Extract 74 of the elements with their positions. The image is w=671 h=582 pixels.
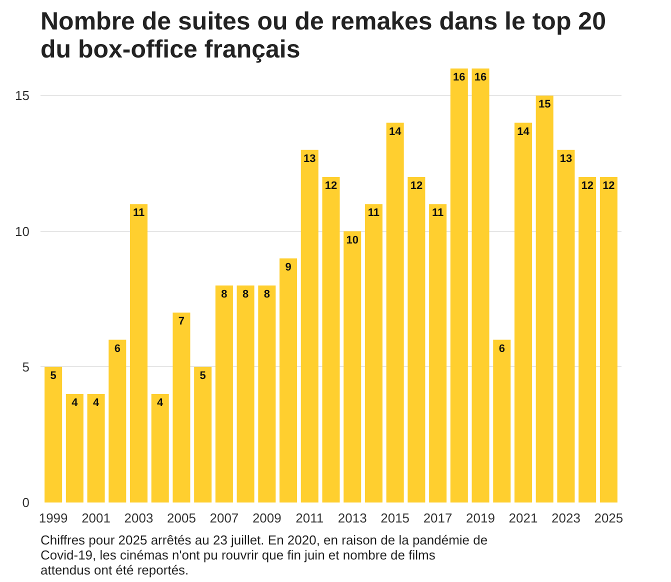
bar xyxy=(258,286,276,502)
data-label: 8 xyxy=(221,288,228,300)
x-tick-label: 2007 xyxy=(210,510,239,526)
x-tick-label: 2023 xyxy=(552,510,580,526)
data-label: 11 xyxy=(132,207,145,220)
data-label: 4 xyxy=(157,397,164,409)
bar xyxy=(87,394,105,502)
data-label: 16 xyxy=(453,72,466,84)
x-tick-label: 2011 xyxy=(296,510,324,526)
data-label: 5 xyxy=(50,370,56,382)
data-label: 6 xyxy=(498,342,505,355)
x-tick-label: 2021 xyxy=(508,510,538,526)
data-label: 10 xyxy=(346,234,358,246)
data-label: 13 xyxy=(560,152,572,165)
data-label: 4 xyxy=(72,397,79,409)
bar xyxy=(557,150,575,502)
x-tick-label: 2009 xyxy=(252,510,282,526)
data-label: 11 xyxy=(368,207,380,220)
bar xyxy=(600,177,618,502)
data-label: 9 xyxy=(285,261,292,274)
x-tick-label: 2019 xyxy=(466,510,495,526)
x-tick-label: 2015 xyxy=(380,510,410,526)
bar xyxy=(386,122,404,502)
bar xyxy=(450,68,468,502)
bar xyxy=(172,312,190,502)
bar xyxy=(493,340,511,502)
data-label: 13 xyxy=(304,152,316,165)
x-tick-label: 2005 xyxy=(167,510,196,526)
bar xyxy=(280,258,298,502)
bar xyxy=(130,204,148,502)
y-tick-label: 15 xyxy=(15,88,30,104)
x-tick-label: 1999 xyxy=(38,510,68,526)
data-label: 12 xyxy=(410,180,423,192)
data-label: 4 xyxy=(92,397,100,409)
data-label: 7 xyxy=(178,316,185,328)
bar xyxy=(364,204,382,502)
bar xyxy=(215,286,233,502)
data-label: 16 xyxy=(474,72,487,84)
bar xyxy=(108,340,126,502)
y-tick-label: 5 xyxy=(22,359,30,374)
bar xyxy=(472,68,490,502)
data-label: 14 xyxy=(517,126,530,138)
data-label: 12 xyxy=(602,180,615,192)
x-tick-label: 2013 xyxy=(338,510,367,526)
bar xyxy=(344,231,362,502)
x-tick-label: 2001 xyxy=(82,510,110,526)
data-label: 12 xyxy=(324,180,338,192)
data-label: 14 xyxy=(388,126,402,138)
bar xyxy=(578,177,596,502)
bar xyxy=(536,96,554,502)
bar xyxy=(236,286,254,502)
data-label: 8 xyxy=(264,288,270,300)
x-tick-label: 2017 xyxy=(423,510,452,526)
bar xyxy=(429,204,447,502)
data-label: 5 xyxy=(200,370,206,382)
x-tick-label: 2003 xyxy=(124,510,154,526)
data-label: 15 xyxy=(538,98,551,111)
bar xyxy=(151,394,169,502)
bar xyxy=(44,366,62,502)
bar xyxy=(194,366,212,502)
y-tick-label: 0 xyxy=(22,495,30,510)
chart-title: Nombre de suites ou de remakes dans le top 20 du box-office français xyxy=(40,8,606,64)
y-tick-label: 10 xyxy=(15,224,30,239)
bar xyxy=(66,394,84,502)
bar xyxy=(322,177,340,502)
x-tick-label: 2025 xyxy=(594,510,624,526)
data-label: 6 xyxy=(114,342,120,355)
data-label: 8 xyxy=(242,288,249,300)
data-label: 11 xyxy=(432,207,444,220)
bar xyxy=(300,150,318,502)
data-label: 12 xyxy=(581,180,594,192)
bar xyxy=(514,122,532,502)
text: Chiffres pour 2025 arrêtés au 23 juillet. En 2020, en raison de la pandémie de Covid-19, les cinémas n'ont pu rouvrir que fin juin et nombre de films attendus ont été reportés. xyxy=(40,532,488,578)
bar xyxy=(408,177,426,502)
